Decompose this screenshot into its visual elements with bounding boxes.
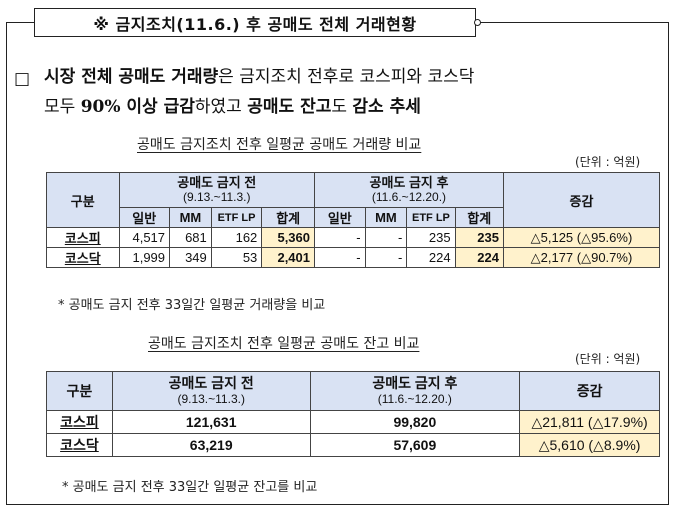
table-cell: 53 — [210, 247, 263, 268]
bullet-text-4: 도 — [331, 97, 353, 117]
bullet-bold-volume: 시장 전체 공매도 거래량 — [44, 67, 219, 87]
volume-table: 구분 공매도 금지 전 (9.13.~11.3.) 공매도 금지 후 (11.6… — [46, 172, 661, 268]
table-row: 코스피 121,631 99,820 △21,811 (△17.9%) — [46, 410, 660, 434]
table1-title: 공매도 금지조치 전후 일평균 공매도 거래량 비교 — [137, 137, 422, 153]
table2-after-period: (11.6.~12.20.) — [377, 392, 452, 406]
table-cell: 63,219 — [111, 433, 311, 457]
table1-after-period: (11.6.~12.20.) — [371, 190, 447, 204]
table-cell-change: △21,811 (△17.9%) — [519, 410, 660, 434]
table1-subcol-mm-after: MM — [364, 207, 408, 228]
table-cell: - — [314, 227, 366, 248]
table-cell: 162 — [210, 227, 263, 248]
table1-before-period: (9.13.~11.3.) — [183, 190, 251, 204]
table2-unit: (단위 : 억원) — [575, 352, 641, 366]
table-cell: - — [364, 247, 408, 268]
table2-title: 공매도 금지조치 전후 일평균 공매도 잔고 비교 — [148, 336, 420, 352]
title-dot-decoration — [474, 19, 481, 26]
table-cell: - — [364, 227, 408, 248]
table1-note: * 공매도 금지 전후 33일간 일평균 거래량을 비교 — [58, 298, 326, 313]
bullet-text-3: 하였고 — [194, 97, 248, 117]
table-cell-total: 2,401 — [261, 247, 316, 268]
table-cell-change: △5,125 (△95.6%) — [502, 227, 661, 248]
table1-subcol-total-before: 합계 — [261, 207, 316, 228]
bullet-bold-balance: 공매도 잔고 — [247, 97, 332, 117]
table2-row-kospi-label: 코스피 — [46, 410, 113, 434]
table2-after-header: 공매도 금지 후 (11.6.~12.20.) — [309, 371, 521, 411]
table-row: 코스닥 1,999 349 53 2,401 - - 224 224 △2,17… — [46, 247, 661, 268]
bullet-line-2: 모두 90% 이상 급감하였고 공매도 잔고도 감소 추세 — [44, 92, 421, 122]
table1-after-header: 공매도 금지 후 (11.6.~12.20.) — [314, 172, 504, 208]
table2-before-header: 공매도 금지 전 (9.13.~11.3.) — [111, 371, 311, 411]
section-title-text: ※ 금지조치(11.6.) 후 공매도 전체 거래현황 — [93, 14, 417, 34]
table2-before-label: 공매도 금지 전 — [168, 375, 254, 391]
table-cell-total: 5,360 — [261, 227, 316, 248]
table-cell: 224 — [406, 247, 456, 268]
table-cell: 4,517 — [118, 227, 171, 248]
bullet-square-icon: □ — [14, 69, 31, 89]
table-cell-change: △2,177 (△90.7%) — [502, 247, 661, 268]
section-title: ※ 금지조치(11.6.) 후 공매도 전체 거래현황 — [34, 8, 481, 37]
table-row: 코스피 4,517 681 162 5,360 - - 235 235 △5,1… — [46, 227, 661, 248]
table1-subcol-general-after: 일반 — [314, 207, 366, 228]
table1-unit: (단위 : 억원) — [575, 155, 641, 169]
table1-after-label: 공매도 금지 후 — [369, 175, 449, 190]
table2-note: * 공매도 금지 전후 33일간 일평균 잔고를 비교 — [62, 480, 318, 495]
bullet-text-1: 은 금지조치 전후로 코스피와 코스닥 — [218, 67, 475, 87]
table1-row-kosdaq-label: 코스닥 — [46, 247, 120, 268]
table-cell: 121,631 — [111, 410, 311, 434]
table2-change-header: 증감 — [519, 371, 660, 411]
balance-table: 구분 공매도 금지 전 (9.13.~11.3.) 공매도 금지 후 (11.6… — [46, 371, 660, 457]
table-cell-total: 224 — [454, 247, 504, 268]
table2-before-period: (9.13.~11.3.) — [177, 392, 245, 406]
table-cell: - — [314, 247, 366, 268]
table1-before-header: 공매도 금지 전 (9.13.~11.3.) — [118, 172, 316, 208]
table-row: 코스닥 63,219 57,609 △5,610 (△8.9%) — [46, 433, 660, 457]
table1-subcol-mm-before: MM — [169, 207, 212, 228]
bullet-bold-drop: 90% 이상 급감 — [80, 97, 195, 117]
bullet-text-2: 모두 — [44, 97, 81, 117]
table1-subcol-general-before: 일반 — [118, 207, 171, 228]
bullet-line-1: 시장 전체 공매도 거래량은 금지조치 전후로 코스피와 코스닥 — [44, 62, 474, 92]
table1-row-kospi-label: 코스피 — [46, 227, 120, 248]
table2-row-kosdaq-label: 코스닥 — [46, 433, 113, 457]
table-cell: 235 — [406, 227, 456, 248]
table2-after-label: 공매도 금지 후 — [372, 375, 458, 391]
table-cell: 1,999 — [118, 247, 171, 268]
table1-subcol-etflp-after: ETF LP — [406, 207, 456, 228]
table1-change-header: 증감 — [502, 172, 661, 228]
table1-subcol-total-after: 합계 — [454, 207, 504, 228]
table1-col-group: 구분 — [46, 172, 120, 228]
table-cell: 681 — [169, 227, 212, 248]
bullet-bold-trend: 감소 추세 — [352, 97, 421, 117]
table2-col-group: 구분 — [46, 371, 113, 411]
table-cell-total: 235 — [454, 227, 504, 248]
table-cell-change: △5,610 (△8.9%) — [519, 433, 660, 457]
table1-subcol-etflp-before: ETF LP — [210, 207, 263, 228]
table-cell: 57,609 — [309, 433, 521, 457]
table-cell: 349 — [169, 247, 212, 268]
table1-before-label: 공매도 금지 전 — [177, 175, 257, 190]
table-cell: 99,820 — [309, 410, 521, 434]
